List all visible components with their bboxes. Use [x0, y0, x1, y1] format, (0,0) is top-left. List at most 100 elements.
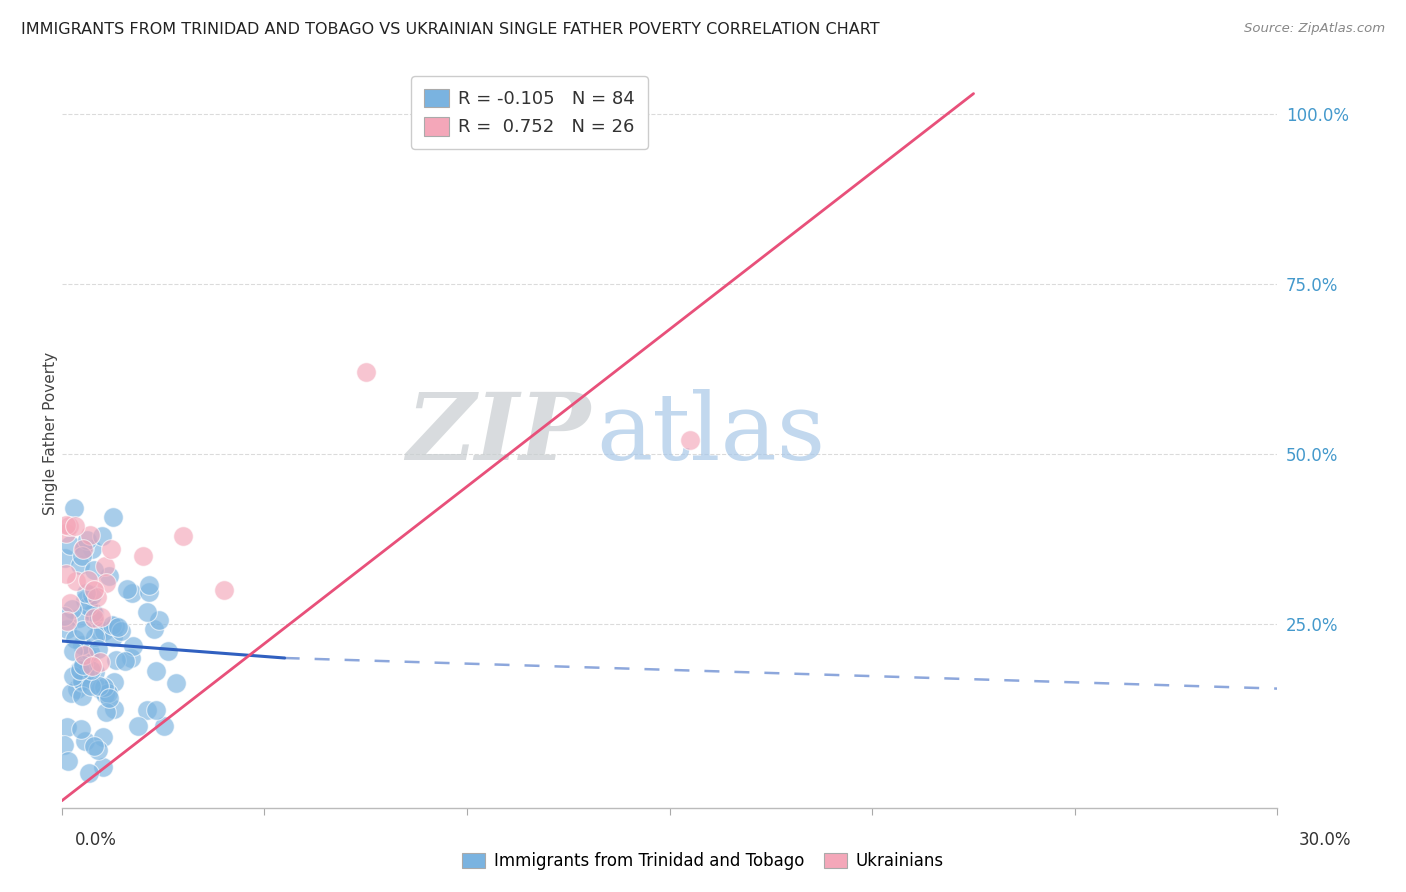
Point: [69, 722, 91, 736]
Point: [89, 682, 111, 697]
Point: [82, 541, 104, 556]
Point: [138, 584, 160, 599]
Point: [69, 663, 91, 677]
Point: [67, 611, 90, 625]
Point: [73, 593, 96, 607]
Point: [82, 606, 104, 620]
Point: [70, 638, 93, 652]
Point: [55, 518, 77, 533]
Point: [73, 541, 96, 556]
Point: [93, 730, 115, 744]
Point: [79, 664, 101, 678]
Point: [83, 613, 105, 627]
Point: [354, 365, 377, 379]
Point: [86, 590, 108, 604]
Point: [172, 528, 194, 542]
Point: [56, 614, 79, 628]
Text: 0.0%: 0.0%: [75, 831, 117, 849]
Point: [97, 686, 120, 700]
Point: [77, 649, 100, 664]
Point: [52, 608, 75, 623]
Point: [212, 582, 235, 597]
Point: [60, 602, 83, 616]
Point: [53, 550, 76, 565]
Point: [62, 644, 84, 658]
Point: [127, 719, 149, 733]
Point: [115, 582, 138, 596]
Point: [145, 664, 167, 678]
Point: [58, 519, 80, 533]
Text: IMMIGRANTS FROM TRINIDAD AND TOBAGO VS UKRAINIAN SINGLE FATHER POVERTY CORRELATI: IMMIGRANTS FROM TRINIDAD AND TOBAGO VS U…: [21, 22, 880, 37]
Point: [90, 609, 112, 624]
Point: [148, 613, 170, 627]
Point: [121, 585, 143, 599]
Point: [52, 739, 75, 753]
Point: [55, 566, 77, 581]
Point: [93, 680, 115, 694]
Point: [63, 632, 86, 647]
Point: [89, 655, 111, 669]
Point: [138, 578, 160, 592]
Point: [79, 528, 101, 542]
Point: [103, 701, 125, 715]
Point: [110, 624, 132, 638]
Point: [87, 742, 110, 756]
Point: [72, 623, 94, 637]
Point: [94, 559, 117, 574]
Point: [84, 665, 107, 680]
Point: [105, 653, 128, 667]
Point: [77, 573, 100, 587]
Point: [56, 755, 79, 769]
Point: [79, 766, 101, 780]
Point: [87, 641, 110, 656]
Point: [132, 549, 155, 563]
Point: [70, 673, 93, 688]
Point: [87, 624, 110, 639]
Point: [82, 658, 104, 673]
Point: [55, 623, 77, 637]
Point: [60, 686, 83, 700]
Point: [65, 574, 87, 588]
Point: [143, 622, 166, 636]
Point: [80, 588, 103, 602]
Y-axis label: Single Father Poverty: Single Father Poverty: [44, 352, 58, 516]
Point: [83, 582, 105, 597]
Point: [98, 569, 121, 583]
Point: [96, 705, 118, 719]
Point: [83, 739, 105, 753]
Point: [58, 596, 80, 610]
Point: [120, 650, 142, 665]
Point: [69, 558, 91, 573]
Point: [157, 643, 180, 657]
Point: [153, 719, 176, 733]
Text: atlas: atlas: [596, 389, 825, 479]
Point: [100, 541, 122, 556]
Point: [165, 676, 187, 690]
Point: [75, 586, 97, 600]
Point: [135, 605, 157, 619]
Point: [72, 541, 94, 556]
Point: [101, 510, 124, 524]
Point: [114, 654, 136, 668]
Text: Source: ZipAtlas.com: Source: ZipAtlas.com: [1244, 22, 1385, 36]
Point: [67, 663, 90, 677]
Point: [94, 576, 117, 591]
Point: [91, 760, 114, 774]
Text: ZIP: ZIP: [406, 389, 591, 479]
Point: [145, 702, 167, 716]
Point: [66, 681, 89, 696]
Text: 30.0%: 30.0%: [1298, 831, 1351, 849]
Point: [98, 690, 121, 705]
Point: [87, 679, 110, 693]
Point: [72, 657, 94, 672]
Point: [80, 679, 103, 693]
Legend: Immigrants from Trinidad and Tobago, Ukrainians: Immigrants from Trinidad and Tobago, Ukr…: [456, 846, 950, 877]
Point: [103, 674, 125, 689]
Point: [75, 667, 97, 681]
Point: [56, 720, 79, 734]
Legend: R = -0.105   N = 84, R =  0.752   N = 26: R = -0.105 N = 84, R = 0.752 N = 26: [411, 76, 648, 149]
Point: [79, 645, 101, 659]
Point: [91, 528, 114, 542]
Point: [55, 526, 77, 541]
Point: [679, 434, 702, 448]
